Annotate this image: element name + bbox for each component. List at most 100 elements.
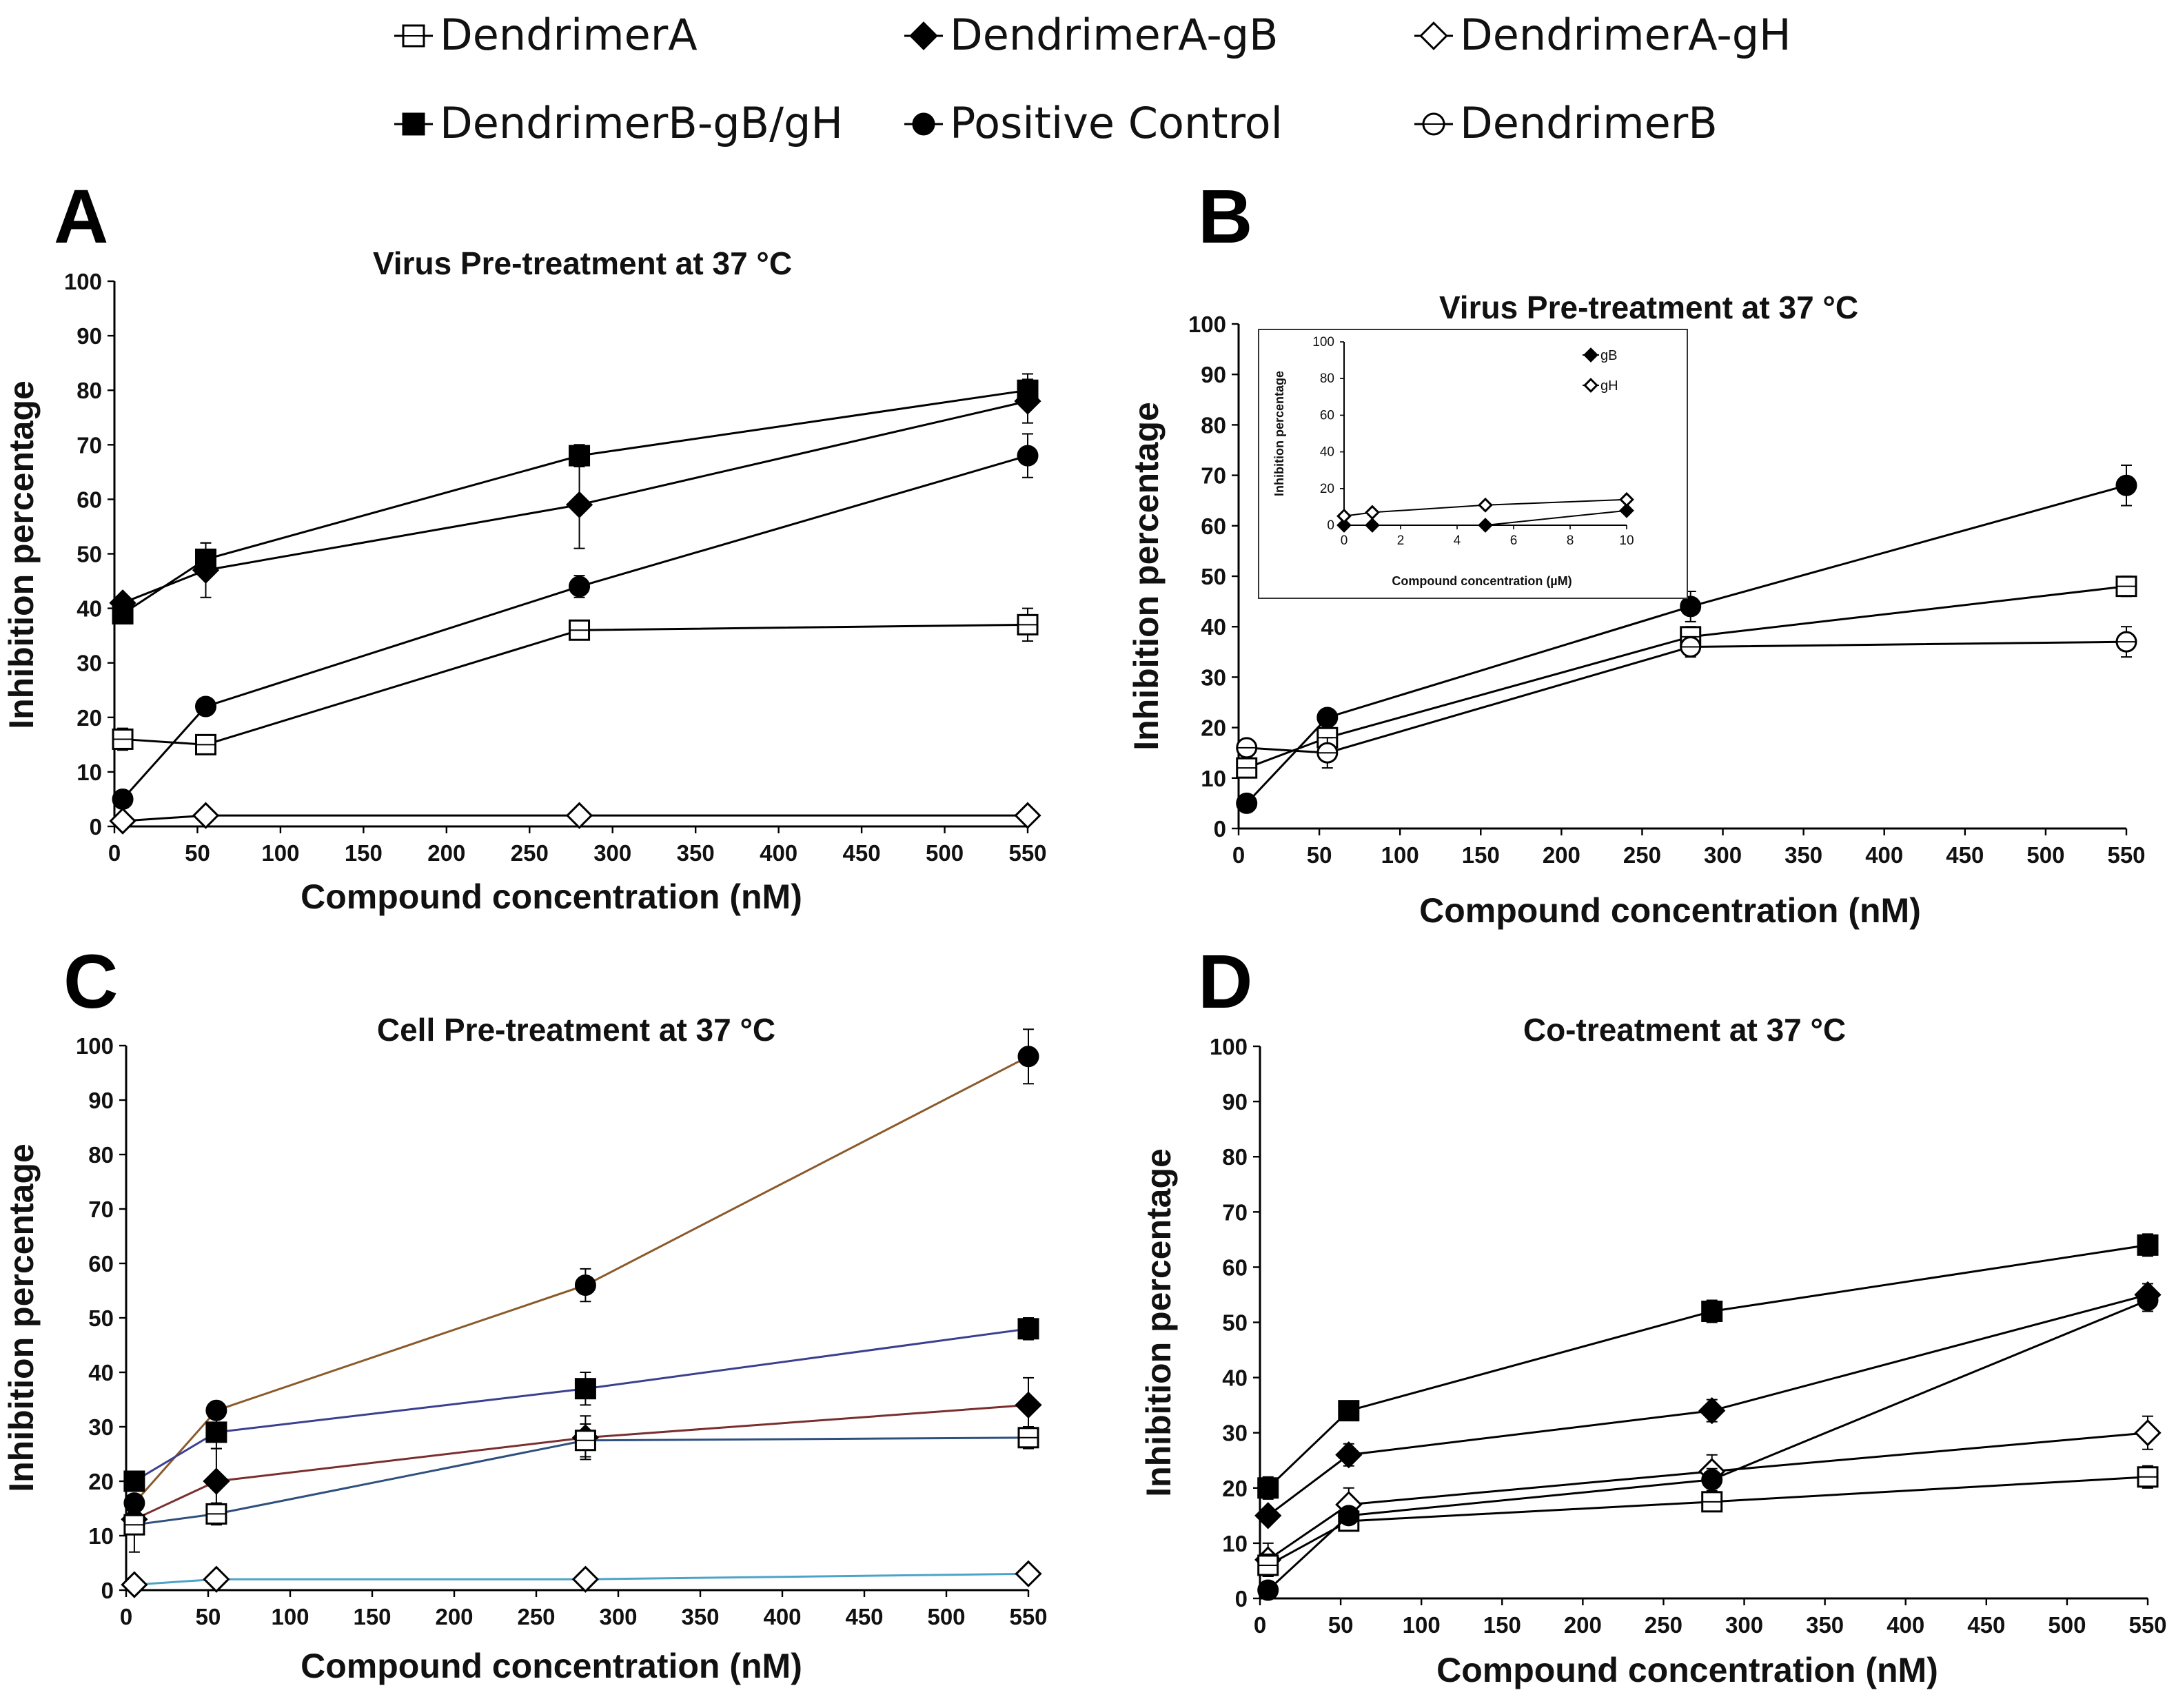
chart-d-series-dendrimerb-gb-gh-point	[2137, 1234, 2159, 1256]
chart-a-x-tick-label: 550	[1008, 840, 1046, 866]
legend: DendrimerA DendrimerA-gB DendrimerA-gH Dend…	[394, 10, 1791, 148]
legend-item-dendrimerb: DendrimerB	[1414, 98, 1718, 148]
chart-b-series-positive-control-point	[1316, 706, 1339, 729]
chart-b-x-tick-label: 100	[1381, 842, 1419, 868]
chart-c-x-tick-label: 300	[599, 1604, 637, 1629]
chart-c-y-tick-label: 10	[88, 1523, 114, 1549]
chart-a-x-tick-label: 100	[261, 840, 299, 866]
chart-a-y-tick-label: 90	[77, 323, 102, 349]
legend-item-dendrimerb-label: DendrimerB	[1460, 98, 1718, 148]
chart-a-x-tick-label: 400	[760, 840, 797, 866]
chart-b-inset-series-gh-point	[1619, 491, 1634, 507]
chart-a-series-dendrimerb-gb-gh-point	[112, 603, 134, 625]
chart-c-x-tick-label: 250	[517, 1604, 555, 1629]
chart-b-inset-x-tick-label: 0	[1341, 533, 1348, 548]
legend-item-dendrimera-gh-marker	[1419, 21, 1448, 50]
chart-b-inset-y-axis-label: Inhibition percentage	[1272, 371, 1286, 496]
chart-c-x-tick-label: 100	[271, 1604, 309, 1629]
chart-b-x-tick-label: 0	[1232, 842, 1245, 868]
chart-d-y-tick-label: 60	[1222, 1254, 1248, 1280]
chart-b-x-tick-label: 500	[2026, 842, 2064, 868]
chart-d-series-dendrimerb-gb-gh-point	[1701, 1300, 1723, 1322]
chart-a-series-dendrimerb-gb-gh-line	[122, 389, 1028, 615]
chart-d-y-tick-label: 10	[1222, 1531, 1248, 1556]
chart-a-series-dendrimerb-gb-gh-point	[569, 445, 591, 467]
chart-b-y-axis-label: Inhibition percentage	[1127, 402, 1166, 751]
chart-c-x-tick-label: 350	[681, 1604, 719, 1629]
chart-c-series-dendrimerb-gb-gh-point	[574, 1378, 596, 1400]
chart-b-y-tick-label: 80	[1201, 412, 1226, 438]
chart-d-series-dendrimera-line	[1267, 1476, 2148, 1567]
chart-a-series-positive-control-point	[112, 788, 134, 810]
chart-b-inset-x-tick-label: 2	[1397, 533, 1405, 548]
legend-item-dendrimera-label: DendrimerA	[440, 10, 698, 60]
chart-d-y-tick-label: 90	[1222, 1089, 1248, 1115]
chart-b-inset-series-gh-line	[1343, 498, 1627, 517]
chart-b-series-positive-control-point	[2115, 474, 2137, 496]
chart-d-series-dendrimera-gh-line	[1267, 1432, 2148, 1561]
chart-a-y-tick-label: 20	[77, 705, 102, 731]
chart-d-series-positive-control	[1257, 1288, 2159, 1601]
chart-a-y-tick-label: 50	[77, 542, 102, 567]
chart-a-y-tick-label: 70	[77, 432, 102, 458]
chart-d-x-tick-label: 500	[2048, 1612, 2086, 1638]
chart-b-inset-series-gh	[1336, 491, 1634, 524]
chart-b-series-positive-control-point	[1680, 596, 1702, 618]
chart-d-x-tick-label: 150	[1483, 1612, 1521, 1638]
legend-item-dendrimera-gb-label: DendrimerA-gB	[950, 10, 1279, 60]
chart-c-y-axis-label: Inhibition percentage	[2, 1143, 41, 1492]
chart-d-y-axis-label: Inhibition percentage	[1139, 1148, 1178, 1497]
chart-c-y-tick-label: 80	[88, 1142, 114, 1168]
chart-d-x-tick-label: 450	[1967, 1612, 2005, 1638]
chart-c-y-tick-label: 30	[88, 1414, 114, 1440]
chart-d-y-tick-label: 100	[1210, 1034, 1248, 1059]
chart-c-x-tick-label: 500	[927, 1604, 965, 1629]
chart-c-series-dendrimerb-gb-gh-point	[1017, 1318, 1039, 1340]
chart-b-y-tick-label: 70	[1201, 463, 1226, 489]
chart-b-series-dendrimerb-line	[1246, 640, 2127, 754]
chart-c-series-dendrimera-gb	[121, 1376, 1042, 1533]
legend-item-positive-control-marker	[912, 112, 935, 136]
chart-b-y-tick-label: 90	[1201, 362, 1226, 387]
chart-a-y-tick-label: 80	[77, 378, 102, 403]
chart-a-series-dendrimera-line	[122, 623, 1028, 746]
chart-a-series-positive-control-point	[1017, 445, 1039, 467]
chart-a-series-positive-control-point	[195, 695, 216, 718]
chart-a-x-tick-label: 450	[843, 840, 881, 866]
chart-a-x-tick-label: 150	[345, 840, 383, 866]
chart-d-series-dendrimerb-gb-gh	[1257, 1233, 2159, 1500]
chart-c-series-dendrimera-gb-point	[1015, 1391, 1042, 1419]
chart-c-x-tick-label: 450	[845, 1604, 883, 1629]
chart-b-x-tick-label: 300	[1704, 842, 1742, 868]
chart-b-x-tick-label: 200	[1543, 842, 1580, 868]
chart-a-x-axis-label: Compound concentration (nM)	[301, 877, 802, 916]
chart-c-series-dendrimerb-gb-gh-point	[205, 1421, 227, 1443]
chart-c-series-dendrimerb-gb-gh-point	[123, 1470, 145, 1492]
chart-a-series-dendrimera-gh-point	[1014, 802, 1041, 829]
chart-c-series-dendrimera-gh	[121, 1560, 1042, 1598]
chart-b-inset-y-tick-label: 40	[1320, 445, 1334, 460]
chart-b-y-tick-label: 60	[1201, 514, 1226, 539]
chart-b-inset-legend-label-gb: gB	[1600, 348, 1617, 363]
chart-c-series-positive-control-point	[1017, 1046, 1039, 1068]
chart-b-inset-y-tick-label: 20	[1320, 482, 1334, 496]
chart-panel-d: 0 10 20 30 40 50 60 70 80 90 100 0 50 100 150 200 250 300…	[1139, 1012, 2167, 1689]
chart-d-series-dendrimerb-gb-gh-point	[1338, 1400, 1360, 1422]
chart-d-series-dendrimera-gb-point	[1335, 1441, 1363, 1469]
chart-c-y-tick-label: 100	[76, 1033, 114, 1059]
chart-c-series-dendrimera	[123, 1423, 1039, 1553]
chart-b-inset-y-tick-label: 60	[1320, 408, 1334, 423]
chart-panel-c: 0 10 20 30 40 50 60 70 80 90 100 0 50 100 150 200 250 300…	[2, 1012, 1048, 1685]
chart-a-y-tick-label: 10	[77, 760, 102, 785]
chart-d-series-dendrimera-gb-point	[1698, 1397, 1726, 1425]
chart-a-series-positive-control-line	[121, 454, 1028, 800]
chart-b-inset-x-tick-label: 4	[1454, 533, 1461, 548]
chart-c-series-dendrimerb-gb-gh-line	[134, 1328, 1029, 1483]
chart-a-series-dendrimera-gh-line	[122, 814, 1028, 822]
chart-b-inset-legend-marker-gb	[1583, 347, 1598, 363]
chart-b-y-tick-label: 40	[1201, 614, 1226, 640]
legend-item-dendrimera-gh: DendrimerA-gH	[1414, 10, 1791, 60]
legend-item-dendrimera-gb-marker	[909, 21, 938, 50]
chart-c-x-tick-label: 550	[1009, 1604, 1047, 1629]
